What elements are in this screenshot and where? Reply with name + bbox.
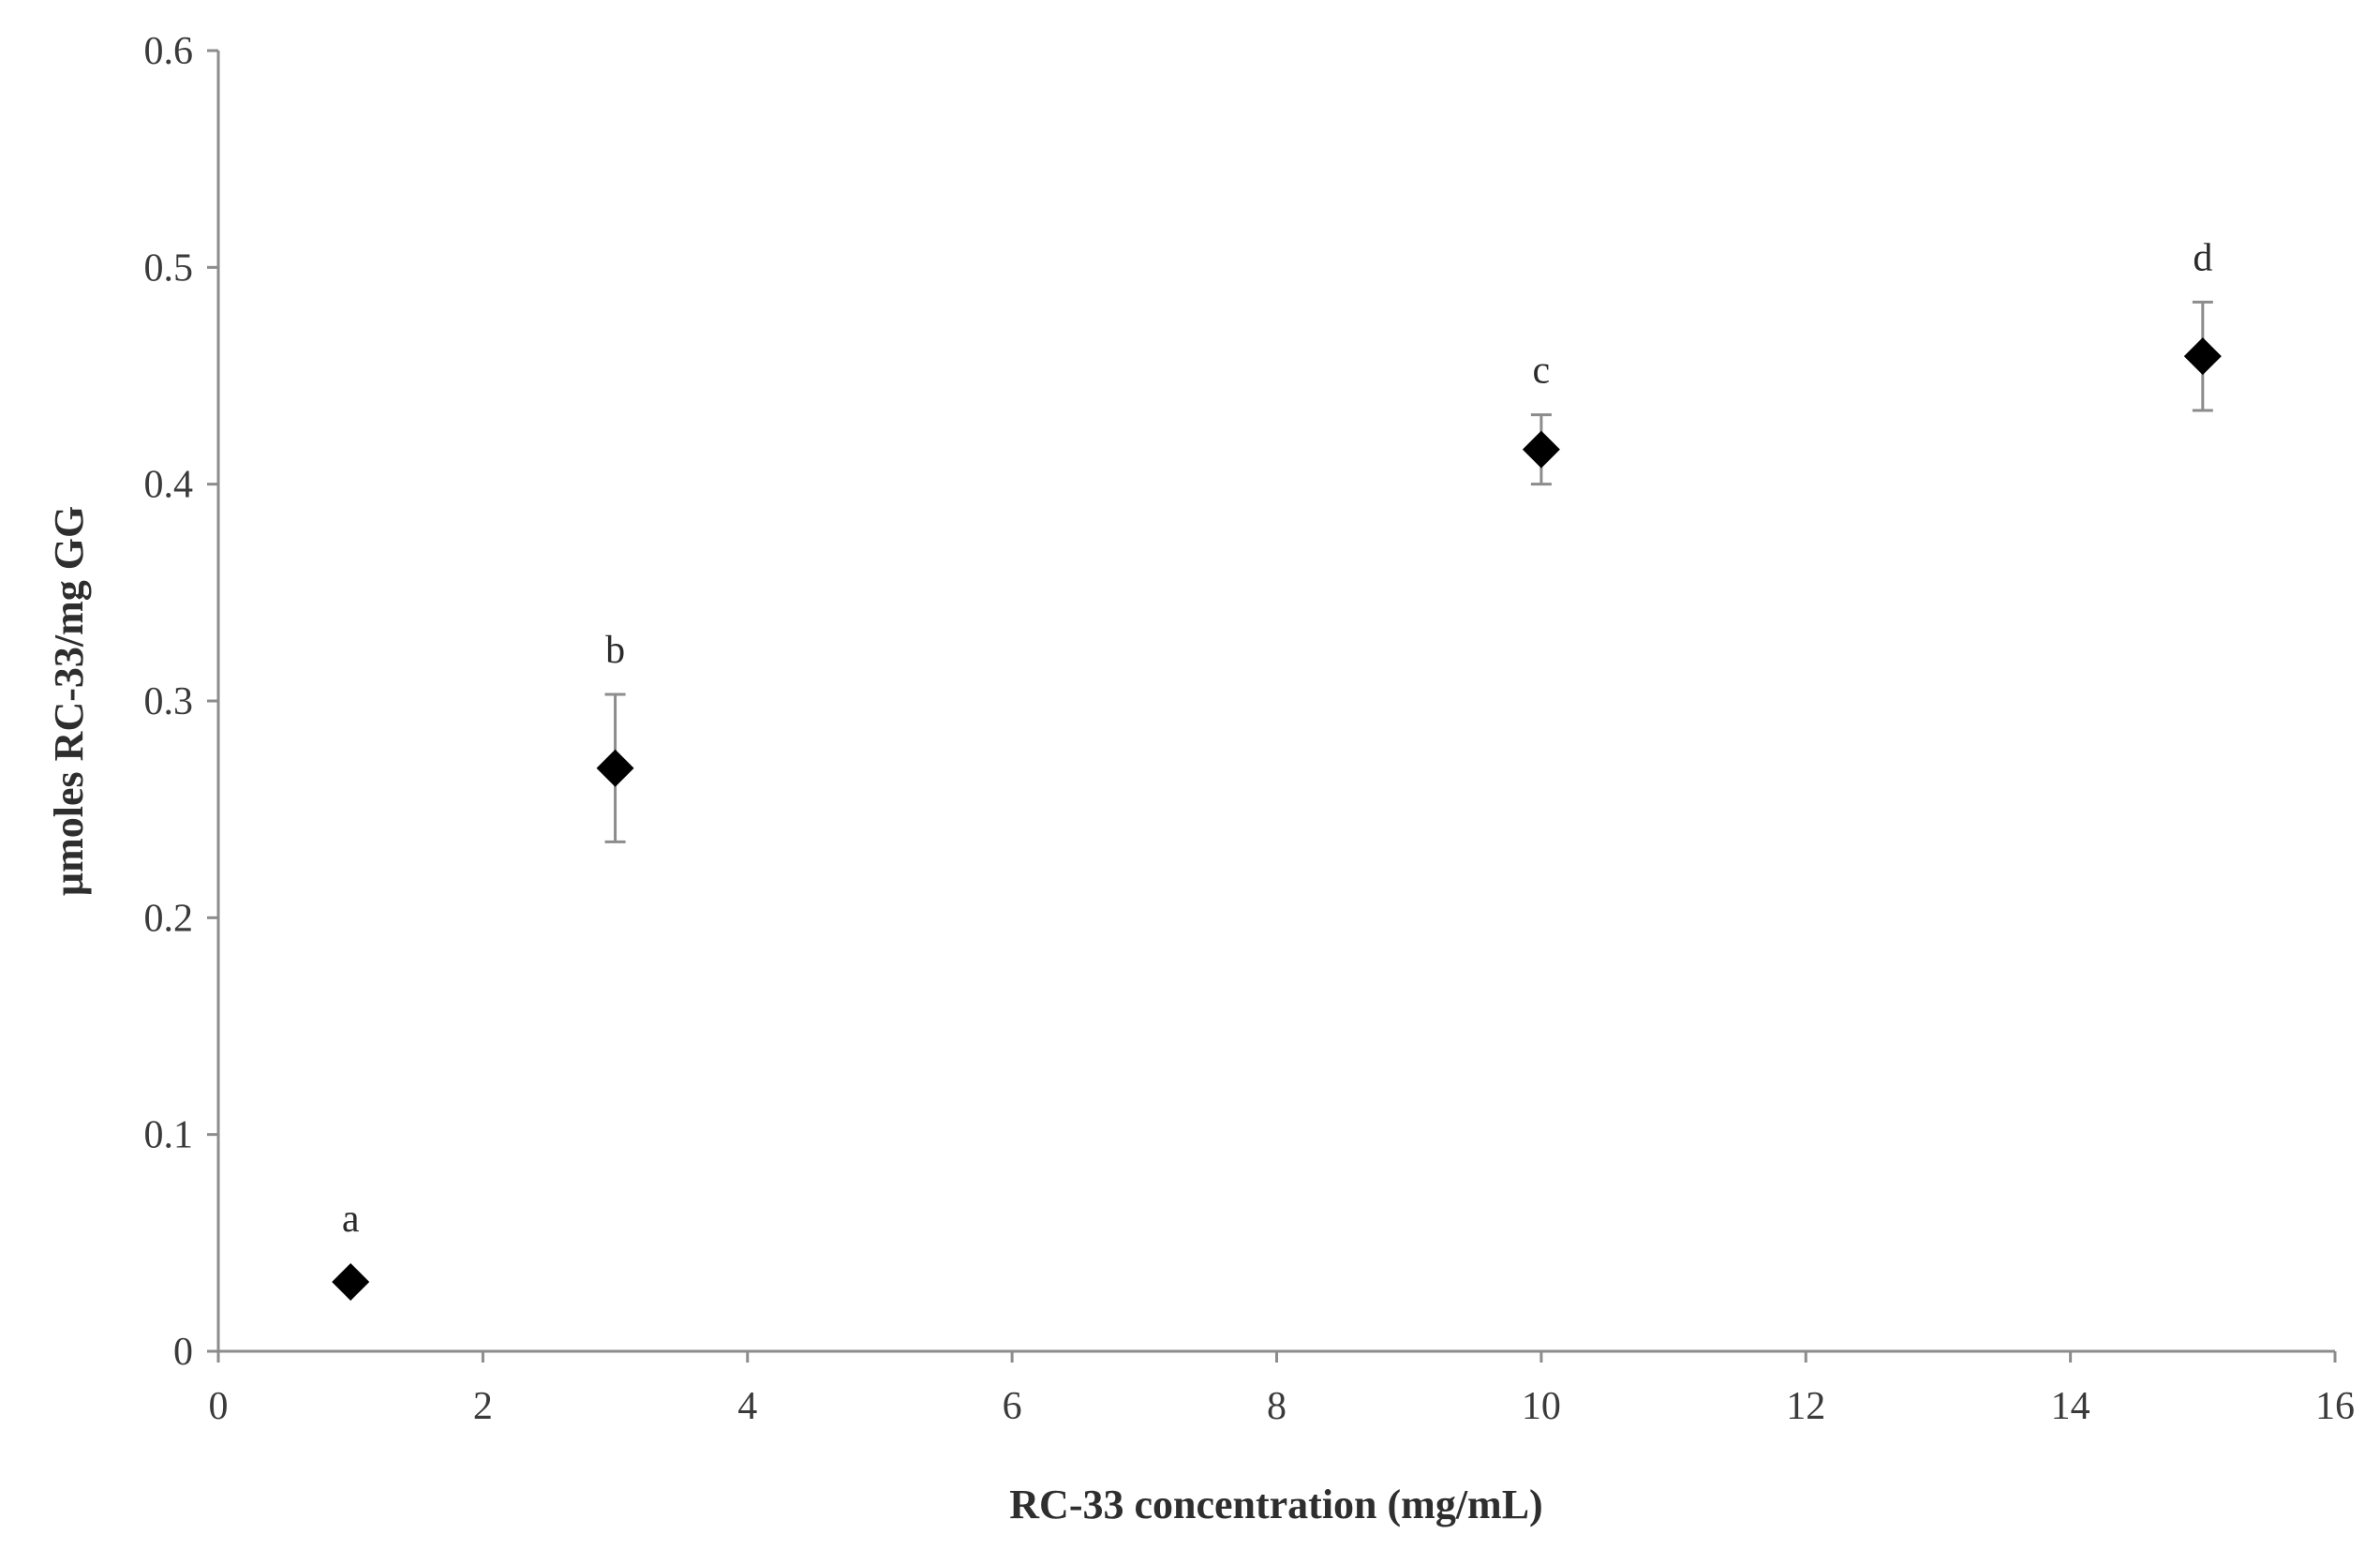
x-tick-label: 2 [473, 1385, 493, 1428]
data-point [1522, 430, 1560, 469]
x-tick-label: 16 [2315, 1385, 2355, 1428]
point-significance-label: b [605, 629, 625, 672]
y-tick-label: 0 [173, 1331, 193, 1374]
error-bars [604, 300, 2213, 843]
data-point [332, 1262, 370, 1301]
y-tick-label: 0.2 [144, 897, 194, 940]
x-tick-label: 6 [1003, 1385, 1022, 1428]
y-tick-label: 0.6 [144, 30, 194, 73]
y-axis-title: µmoles RC-33/mg GG [46, 506, 92, 896]
x-tick-label: 8 [1267, 1385, 1287, 1428]
point-significance-label: a [342, 1198, 360, 1241]
ticks: 0 2 4 6 8 10 12 14 16 0 0.1 0.2 0.3 0.4 0.5 0.6 [144, 30, 2356, 1428]
x-axis-title: RC-33 concentration (mg/mL) [1009, 1482, 1542, 1527]
point-labels: a b c d [342, 236, 2212, 1241]
data-point [596, 749, 634, 787]
data-point [2183, 337, 2222, 376]
x-tick-label: 14 [2051, 1385, 2090, 1428]
point-significance-label: c [1533, 350, 1551, 393]
x-tick-label: 10 [1522, 1385, 1561, 1428]
y-tick-label: 0.4 [144, 464, 194, 507]
point-significance-label: d [2193, 236, 2212, 279]
x-tick-label: 0 [209, 1385, 229, 1428]
x-tick-label: 12 [1786, 1385, 1825, 1428]
y-tick-label: 0.3 [144, 680, 194, 723]
y-tick-label: 0.1 [144, 1114, 194, 1157]
y-tick-label: 0.5 [144, 246, 194, 290]
x-tick-label: 4 [737, 1385, 757, 1428]
axes [216, 51, 2335, 1353]
data-points [332, 337, 2222, 1301]
